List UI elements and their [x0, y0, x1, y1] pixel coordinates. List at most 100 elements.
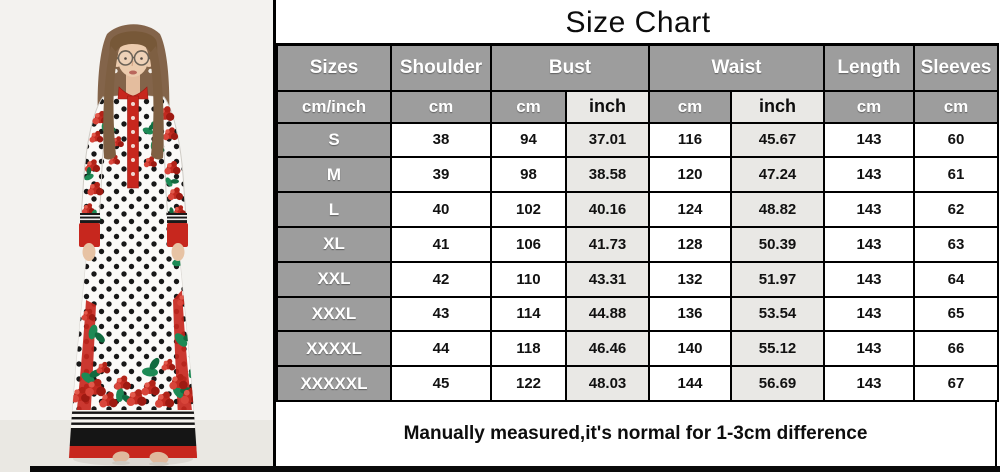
value-cell: 143	[823, 156, 916, 194]
value-cell: 106	[490, 225, 567, 263]
value-cell: 102	[490, 191, 567, 228]
col-header-sleeves: Sleeves	[913, 43, 1000, 92]
value-cell: 143	[823, 260, 916, 298]
value-cell: 128	[648, 225, 733, 263]
table-row: XXXXL 44 118 46.46 140 55.12 143 66	[276, 330, 1000, 368]
value-cell: 143	[823, 295, 916, 333]
value-cell: 62	[913, 191, 1000, 228]
value-cell: 116	[648, 121, 733, 159]
value-cell: 38.58	[564, 156, 651, 194]
value-cell: 124	[648, 191, 733, 228]
glasses-icon	[116, 50, 151, 66]
value-cell: 65	[913, 295, 1000, 333]
unit-cell: inch	[564, 89, 651, 124]
col-header-length: Length	[823, 43, 916, 92]
value-cell: 94	[490, 121, 567, 159]
col-header-shoulder: Shoulder	[390, 43, 492, 92]
value-cell: 143	[823, 121, 916, 159]
value-cell: 48.82	[730, 191, 826, 228]
table-row: XXXL 43 114 44.88 136 53.54 143 65	[276, 295, 1000, 333]
page-title: Size Chart	[565, 6, 711, 39]
col-header-sizes: Sizes	[276, 43, 392, 92]
value-cell: 63	[913, 225, 1000, 263]
value-cell: 66	[913, 330, 1000, 368]
value-cell: 48.03	[564, 365, 651, 402]
unit-cell: inch	[730, 89, 826, 124]
value-cell: 45	[390, 365, 492, 402]
value-cell: 136	[648, 295, 733, 333]
value-cell: 143	[823, 225, 916, 263]
value-cell: 98	[490, 156, 567, 194]
value-cell: 67	[913, 365, 1000, 402]
sleeve-cuffs	[79, 213, 188, 247]
value-cell: 45.67	[730, 121, 826, 159]
product-photo	[0, 0, 273, 472]
value-cell: 143	[823, 330, 916, 368]
size-label-cell: M	[276, 156, 392, 194]
polka-dot-dress	[68, 86, 198, 459]
value-cell: 40.16	[564, 191, 651, 228]
model-illustration	[0, 0, 273, 472]
measurement-note-area: Manually measured,it's normal for 1-3cm …	[276, 402, 997, 466]
col-header-bust: Bust	[489, 43, 651, 92]
value-cell: 143	[823, 365, 916, 402]
value-cell: 114	[490, 295, 567, 333]
header-group-row: Sizes Shoulder Bust Waist Length Sleeves	[276, 43, 1000, 92]
value-cell: 47.24	[730, 156, 826, 194]
value-cell: 41	[390, 225, 492, 263]
model-hand	[82, 243, 96, 261]
table-row: S 38 94 37.01 116 45.67 143 60	[276, 121, 1000, 159]
value-cell: 143	[823, 191, 916, 228]
col-header-waist: Waist	[648, 43, 826, 92]
model-feet	[112, 451, 169, 466]
table-row: L 40 102 40.16 124 48.82 143 62	[276, 191, 1000, 228]
table-row: XXXXXL 45 122 48.03 144 56.69 143 67	[276, 365, 1000, 402]
value-cell: 144	[648, 365, 733, 402]
unit-cell: cm/inch	[276, 89, 392, 124]
size-label-cell: XXL	[276, 260, 392, 298]
unit-cell: cm	[913, 89, 1000, 124]
value-cell: 110	[490, 260, 567, 298]
value-cell: 41.73	[564, 225, 651, 263]
value-cell: 132	[648, 260, 733, 298]
model-hair-front	[103, 31, 164, 160]
value-cell: 60	[913, 121, 1000, 159]
value-cell: 53.54	[730, 295, 826, 333]
value-cell: 40	[390, 191, 492, 228]
value-cell: 51.97	[730, 260, 826, 298]
value-cell: 46.46	[564, 330, 651, 368]
value-cell: 56.69	[730, 365, 826, 402]
size-label-cell: XXXXL	[276, 330, 392, 368]
value-cell: 38	[390, 121, 492, 159]
size-label-cell: S	[276, 121, 392, 159]
value-cell: 44.88	[564, 295, 651, 333]
unit-cell: cm	[390, 89, 492, 124]
value-cell: 44	[390, 330, 492, 368]
value-cell: 64	[913, 260, 1000, 298]
value-cell: 55.12	[730, 330, 826, 368]
table-row: XXL 42 110 43.31 132 51.97 143 64	[276, 260, 1000, 298]
value-cell: 120	[648, 156, 733, 194]
bottom-border-bar	[30, 466, 1000, 472]
size-label-cell: XL	[276, 225, 392, 263]
size-label-cell: XXXXXL	[276, 365, 392, 402]
unit-row: cm/inch cm cm inch cm inch cm cm	[276, 89, 1000, 124]
size-table: Sizes Shoulder Bust Waist Length Sleeves…	[276, 43, 1000, 402]
unit-cell: cm	[490, 89, 567, 124]
value-cell: 118	[490, 330, 567, 368]
unit-cell: cm	[648, 89, 733, 124]
value-cell: 43.31	[564, 260, 651, 298]
value-cell: 43	[390, 295, 492, 333]
value-cell: 37.01	[564, 121, 651, 159]
unit-cell: cm	[823, 89, 916, 124]
model-hand	[171, 243, 185, 261]
value-cell: 39	[390, 156, 492, 194]
value-cell: 140	[648, 330, 733, 368]
button-placket	[127, 95, 139, 189]
table-row: XL 41 106 41.73 128 50.39 143 63	[276, 225, 1000, 263]
size-label-cell: XXXL	[276, 295, 392, 333]
table-row: M 39 98 38.58 120 47.24 143 61	[276, 156, 1000, 194]
size-chart-panel: Size Chart Sizes Shoulder Bust Waist Len…	[273, 0, 1000, 472]
size-label-cell: L	[276, 191, 392, 228]
